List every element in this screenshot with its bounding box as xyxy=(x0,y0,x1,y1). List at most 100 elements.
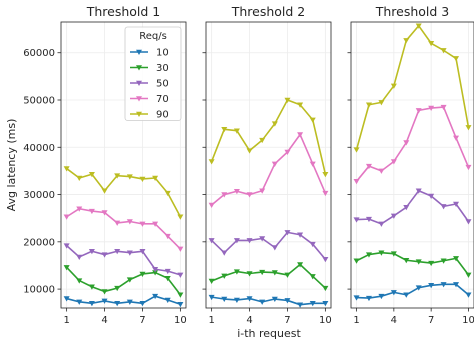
data-point xyxy=(246,296,253,302)
legend-entry-10: 10 xyxy=(130,48,169,59)
panel-title: Threshold 3 xyxy=(375,4,450,19)
series-10 xyxy=(63,293,184,308)
data-point xyxy=(233,188,240,195)
series-50 xyxy=(63,243,184,278)
x-tick-label: 10 xyxy=(174,315,187,326)
data-point xyxy=(465,125,472,131)
series-line xyxy=(211,263,326,289)
series-10 xyxy=(353,282,472,302)
data-point xyxy=(63,214,70,220)
legend: Req/s 10 30 50 70 90 xyxy=(124,26,182,121)
data-point xyxy=(221,296,228,303)
legend-entry-70: 70 xyxy=(130,94,169,105)
data-point xyxy=(322,285,329,292)
series-line xyxy=(356,189,470,225)
data-point xyxy=(152,175,159,181)
data-point xyxy=(453,256,460,262)
data-point xyxy=(259,236,266,242)
data-point xyxy=(297,302,304,308)
panel-frame xyxy=(350,21,474,309)
data-point xyxy=(453,135,460,141)
data-point xyxy=(271,270,278,276)
data-point xyxy=(284,272,291,278)
panel-1: Threshold 1 10000 20000 30000 40000 50000 6000… xyxy=(23,4,187,326)
data-point xyxy=(428,105,435,112)
data-point xyxy=(403,292,410,298)
data-point xyxy=(309,161,316,167)
data-point xyxy=(322,301,329,307)
data-point xyxy=(246,271,253,277)
data-point xyxy=(297,232,304,238)
series-70 xyxy=(353,104,472,185)
data-point xyxy=(164,268,171,275)
data-point xyxy=(271,296,278,303)
data-point xyxy=(365,295,372,302)
data-point xyxy=(139,249,146,255)
data-point xyxy=(63,265,70,271)
x-tick-label: 1 xyxy=(63,315,69,326)
data-point xyxy=(440,48,447,54)
y-tick-label: 60000 xyxy=(23,48,55,59)
data-point xyxy=(114,173,121,179)
data-point xyxy=(309,241,316,248)
y-tick-label: 20000 xyxy=(23,237,55,248)
series-30 xyxy=(208,262,329,292)
data-point xyxy=(88,249,95,255)
data-point xyxy=(76,254,83,260)
data-point xyxy=(353,258,360,264)
data-point xyxy=(101,289,108,295)
data-point xyxy=(259,269,266,276)
data-point xyxy=(152,221,159,227)
series-90 xyxy=(63,166,184,220)
data-point xyxy=(76,299,83,305)
legend-marker xyxy=(136,96,142,102)
data-point xyxy=(126,250,133,256)
data-point xyxy=(208,294,215,301)
data-point xyxy=(284,230,291,236)
data-point xyxy=(440,258,447,264)
data-point xyxy=(259,299,266,305)
series-line xyxy=(66,245,181,276)
series-line xyxy=(210,99,327,175)
series-line xyxy=(66,167,182,218)
chart-panels: Threshold 1 10000 20000 30000 40000 50000 6000… xyxy=(23,4,474,326)
x-tick-label: 4 xyxy=(246,315,252,326)
data-point xyxy=(403,258,410,264)
data-point xyxy=(440,282,447,288)
data-point xyxy=(453,282,460,288)
data-point xyxy=(114,220,121,226)
data-point xyxy=(403,140,410,146)
data-point xyxy=(440,204,447,210)
legend-label: 90 xyxy=(156,110,169,121)
legend-entry-30: 30 xyxy=(130,63,169,74)
data-point xyxy=(284,149,291,155)
data-point xyxy=(88,284,95,290)
legend-entry-90: 90 xyxy=(130,110,169,121)
data-point xyxy=(297,102,304,108)
data-point xyxy=(390,83,397,89)
data-point xyxy=(164,190,171,197)
data-point xyxy=(284,298,291,304)
data-point xyxy=(322,190,329,197)
data-point xyxy=(221,273,228,279)
data-point xyxy=(126,299,133,305)
x-tick-label: 7 xyxy=(139,315,145,326)
panel-title: Threshold 1 xyxy=(86,4,161,19)
data-point xyxy=(221,127,228,133)
data-point xyxy=(259,137,266,144)
data-point xyxy=(322,171,329,178)
legend-entry-50: 50 xyxy=(130,79,169,90)
series-line xyxy=(211,133,327,206)
x-tick-label: 4 xyxy=(391,315,397,326)
x-tick-label: 7 xyxy=(284,315,290,326)
data-point xyxy=(284,97,291,103)
series-line xyxy=(355,106,470,182)
series-30 xyxy=(353,250,472,278)
data-point xyxy=(403,38,410,44)
data-point xyxy=(246,238,253,244)
data-point xyxy=(378,100,385,106)
data-point xyxy=(88,171,95,178)
data-point xyxy=(114,249,121,255)
data-point xyxy=(465,272,472,278)
data-point xyxy=(428,283,435,289)
